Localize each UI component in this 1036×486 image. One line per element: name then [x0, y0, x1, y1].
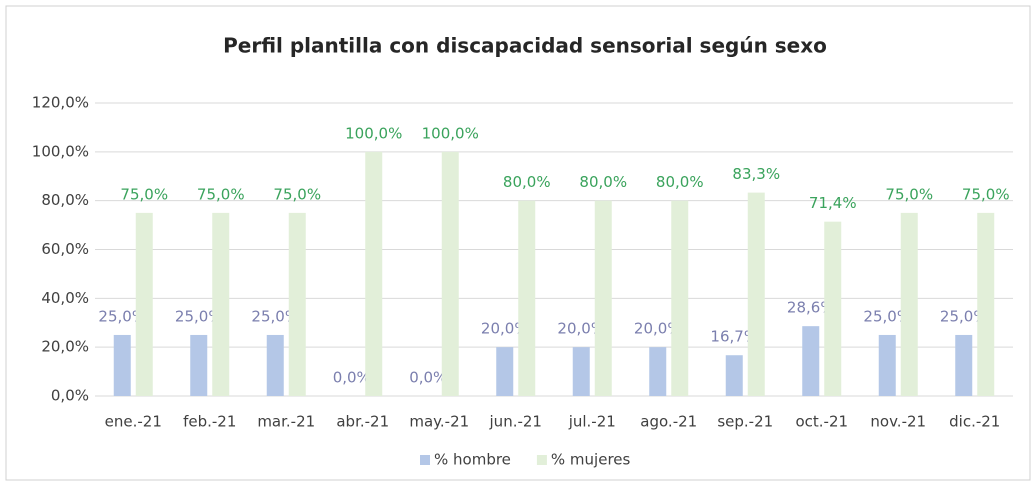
- bar: [496, 347, 514, 396]
- x-tick-label: sep.-21: [717, 413, 773, 431]
- legend-label: % mujeres: [551, 451, 631, 469]
- bar: [113, 334, 131, 396]
- bar: [649, 347, 667, 396]
- bar: [212, 212, 230, 396]
- legend-label: % hombre: [434, 451, 511, 469]
- data-label: 25,0%: [863, 307, 911, 325]
- bar: [955, 334, 973, 396]
- bar: [824, 221, 842, 396]
- data-label: 75,0%: [273, 185, 321, 203]
- bar: [977, 212, 995, 396]
- data-label: 75,0%: [120, 185, 168, 203]
- bar: [802, 326, 820, 396]
- data-label: 83,3%: [732, 165, 780, 183]
- y-tick-label: 120,0%: [32, 94, 89, 112]
- bar: [441, 151, 459, 396]
- data-label: 0,0%: [409, 369, 447, 387]
- y-tick-label: 20,0%: [41, 338, 89, 356]
- x-tick-label: ago.-21: [640, 413, 697, 431]
- data-label: 75,0%: [962, 185, 1010, 203]
- x-tick-label: jun.-21: [489, 413, 542, 431]
- y-tick-label: 0,0%: [51, 387, 89, 405]
- bar: [518, 200, 536, 396]
- bar: [572, 347, 590, 396]
- data-label: 25,0%: [251, 307, 299, 325]
- x-tick-label: ene.-21: [105, 413, 162, 431]
- x-tick-label: may.-21: [409, 413, 469, 431]
- x-tick-label: feb.-21: [183, 413, 236, 431]
- data-label: 80,0%: [579, 173, 627, 191]
- legend-swatch: [536, 455, 547, 465]
- bar: [900, 212, 918, 396]
- chart-border: [5, 5, 1031, 481]
- x-tick-label: mar.-21: [257, 413, 315, 431]
- data-label: 75,0%: [197, 185, 245, 203]
- data-label: 75,0%: [885, 185, 933, 203]
- data-label: 28,6%: [787, 299, 835, 317]
- bar: [288, 212, 306, 396]
- data-label: 80,0%: [503, 173, 551, 191]
- x-tick-label: nov.-21: [870, 413, 926, 431]
- data-label: 80,0%: [656, 173, 704, 191]
- bar: [878, 334, 896, 396]
- y-tick-label: 80,0%: [41, 191, 89, 209]
- x-tick-label: jul.-21: [568, 413, 616, 431]
- x-tick-label: oct.-21: [795, 413, 848, 431]
- bar: [725, 355, 743, 396]
- data-label: 0,0%: [333, 369, 371, 387]
- bar: [266, 334, 284, 396]
- data-label: 100,0%: [345, 124, 402, 142]
- bar: [671, 200, 689, 396]
- data-label: 20,0%: [481, 320, 529, 338]
- legend-swatch: [420, 455, 430, 465]
- bar: [747, 192, 765, 396]
- data-label: 25,0%: [940, 307, 988, 325]
- data-label: 71,4%: [809, 194, 857, 212]
- x-tick-label: abr.-21: [336, 413, 389, 431]
- bar: [365, 151, 383, 396]
- data-label: 25,0%: [175, 307, 223, 325]
- data-label: 16,7%: [710, 328, 758, 346]
- data-label: 20,0%: [634, 320, 682, 338]
- y-tick-label: 100,0%: [32, 142, 89, 160]
- y-tick-label: 60,0%: [41, 240, 89, 258]
- bar: [190, 334, 208, 396]
- y-tick-label: 40,0%: [41, 289, 89, 307]
- data-label: 25,0%: [98, 307, 146, 325]
- chart-title: Perfil plantilla con discapacidad sensor…: [223, 34, 827, 58]
- data-label: 100,0%: [422, 124, 479, 142]
- data-label: 20,0%: [557, 320, 605, 338]
- x-tick-label: dic.-21: [949, 413, 1000, 431]
- bar: [594, 200, 612, 396]
- bar: [135, 212, 153, 396]
